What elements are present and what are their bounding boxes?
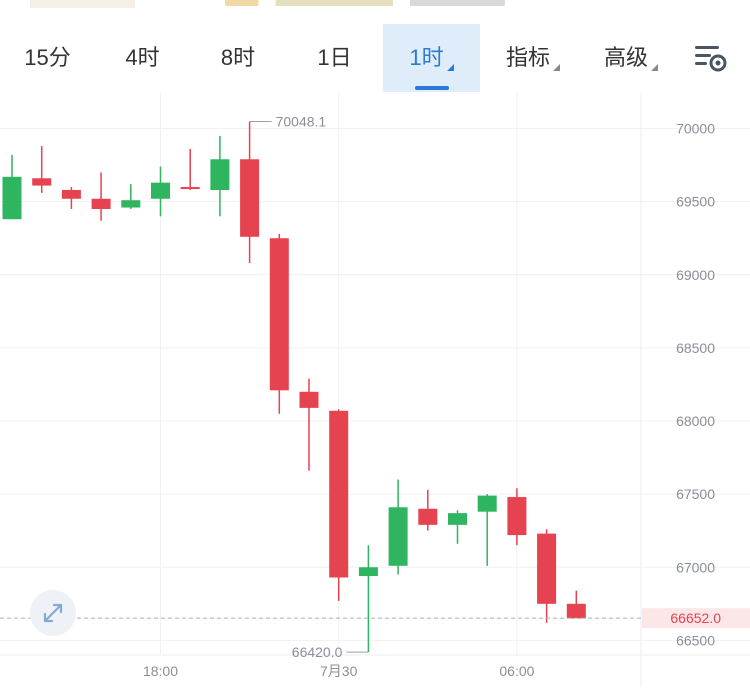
high-price-label: 70048.1 xyxy=(276,114,327,130)
candle-body xyxy=(2,176,22,220)
current-price-tag xyxy=(642,608,750,629)
tab-15min[interactable]: 15分 xyxy=(0,24,95,92)
active-tab-indicator xyxy=(414,86,449,90)
x-axis: 18:00 7月30 06:00 xyxy=(143,663,535,679)
tab-indicators[interactable]: 指标 xyxy=(488,24,578,92)
tab-label: 15分 xyxy=(24,45,71,70)
low-price-label: 66420.0 xyxy=(292,644,343,660)
candle-body xyxy=(240,159,260,237)
tab-label: 1时 xyxy=(409,45,444,70)
y-tick-label: 70000 xyxy=(676,121,715,137)
candle-body xyxy=(32,178,52,186)
current-price-label: 66652.0 xyxy=(670,610,721,626)
y-tick-label: 69500 xyxy=(676,194,715,210)
tab-1h[interactable]: 1时 xyxy=(383,24,480,92)
candle-body xyxy=(210,159,230,190)
chart-grid xyxy=(0,92,750,687)
x-tick-label: 7月30 xyxy=(320,663,358,679)
candle-body xyxy=(329,410,349,578)
expand-chart-button[interactable] xyxy=(30,590,76,636)
header-info-cutoff xyxy=(225,0,505,6)
tab-4h[interactable]: 4时 xyxy=(95,24,190,92)
dropdown-triangle-icon xyxy=(446,64,454,71)
candle-body xyxy=(418,508,438,525)
candle-body xyxy=(388,507,408,566)
y-axis: 66500 67000 67500 68000 68500 69000 69500 70000 xyxy=(676,121,715,649)
chart-settings-button[interactable] xyxy=(690,40,730,76)
x-tick-label: 06:00 xyxy=(499,663,534,679)
candle-body xyxy=(507,497,527,536)
dropdown-triangle-icon xyxy=(553,64,560,71)
candle-body xyxy=(358,567,378,577)
tab-1d[interactable]: 1日 xyxy=(286,24,383,92)
y-tick-label: 67500 xyxy=(676,486,715,502)
candle-body xyxy=(566,603,586,619)
candle-body xyxy=(537,533,557,604)
candle-body xyxy=(269,238,289,391)
tab-label: 高级 xyxy=(603,45,648,70)
y-tick-label: 66500 xyxy=(676,632,715,648)
expand-arrows-icon xyxy=(43,603,63,623)
chart-settings-icon xyxy=(695,46,727,72)
candle-body xyxy=(448,513,467,525)
candle-body xyxy=(61,189,81,199)
tab-label: 4时 xyxy=(125,45,160,70)
dropdown-triangle-icon xyxy=(651,64,658,71)
x-tick-label: 18:00 xyxy=(143,663,178,679)
candle-body xyxy=(91,198,111,209)
tab-label: 8时 xyxy=(220,45,256,70)
tab-8h[interactable]: 8时 xyxy=(190,24,286,92)
chart-annotations: 70048.1 66420.0 66652.0 xyxy=(0,114,750,660)
tab-label: 1日 xyxy=(317,45,352,70)
header-tag xyxy=(30,0,135,8)
candle-body xyxy=(121,200,141,208)
candlestick-chart[interactable]: 70048.1 66420.0 66652.0 66500 67000 67500 680… xyxy=(0,92,750,687)
y-tick-label: 69000 xyxy=(676,267,715,283)
timeframe-tab-bar: 15分 4时 8时 1日 1时 指标 高级 xyxy=(0,24,750,92)
chart-canvas: 70048.1 66420.0 66652.0 66500 67000 67500 680… xyxy=(0,92,750,687)
candlestick-series xyxy=(2,121,586,653)
tab-advanced[interactable]: 高级 xyxy=(585,24,677,92)
candle-body xyxy=(299,391,319,408)
y-tick-label: 68500 xyxy=(676,340,715,356)
y-tick-label: 68000 xyxy=(676,413,715,429)
tab-label: 指标 xyxy=(505,45,550,70)
candle-body xyxy=(151,182,170,199)
y-tick-label: 67000 xyxy=(676,559,715,575)
candle-body xyxy=(477,495,497,512)
candle-body xyxy=(180,187,200,190)
top-header-strip xyxy=(0,0,750,10)
